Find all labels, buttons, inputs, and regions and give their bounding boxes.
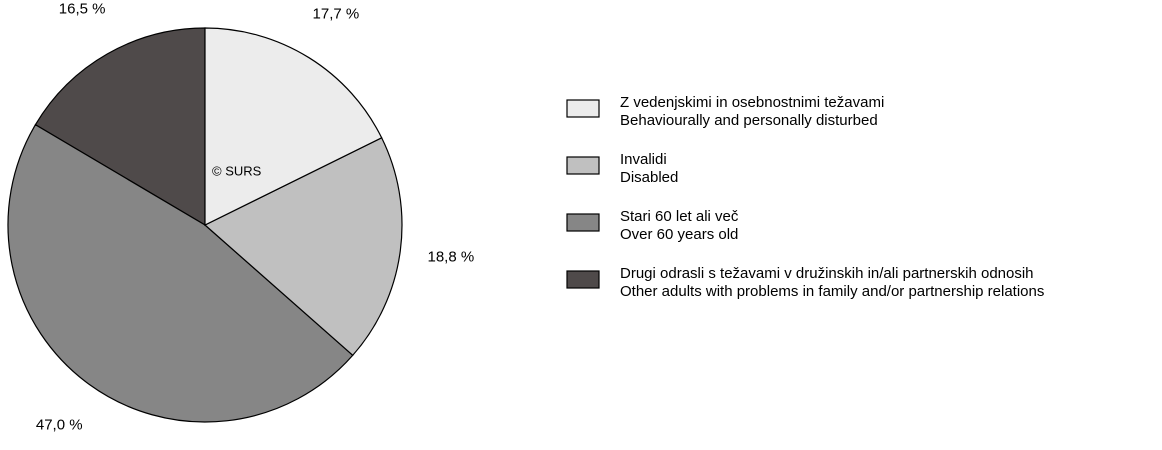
pie-slice [204, 27, 383, 226]
legend-label: Stari 60 let ali več [620, 208, 739, 225]
copyright: © SURS [212, 163, 262, 178]
pie-slice [7, 123, 354, 423]
value-label: 17,7 % [313, 5, 360, 22]
pie-slice [203, 136, 403, 357]
legend-label: Over 60 years old [620, 226, 738, 243]
legend-label: Behaviourally and personally disturbed [620, 112, 878, 129]
legend-swatch [566, 99, 600, 118]
legend-swatch [566, 213, 600, 232]
pie-slice [34, 27, 206, 227]
value-label: 16,5 % [59, 1, 106, 18]
legend-label: Drugi odrasli s težavami v družinskih in… [620, 265, 1034, 282]
legend-swatch [566, 156, 600, 175]
value-label: 18,8 % [427, 249, 474, 266]
legend-label: Z vedenjskimi in osebnostnimi težavami [620, 94, 884, 111]
value-label: 47,0 % [36, 417, 83, 434]
legend-swatch [566, 270, 600, 289]
legend-label: Other adults with problems in family and… [620, 283, 1044, 300]
legend-label: Disabled [620, 169, 678, 186]
legend-label: Invalidi [620, 151, 667, 168]
